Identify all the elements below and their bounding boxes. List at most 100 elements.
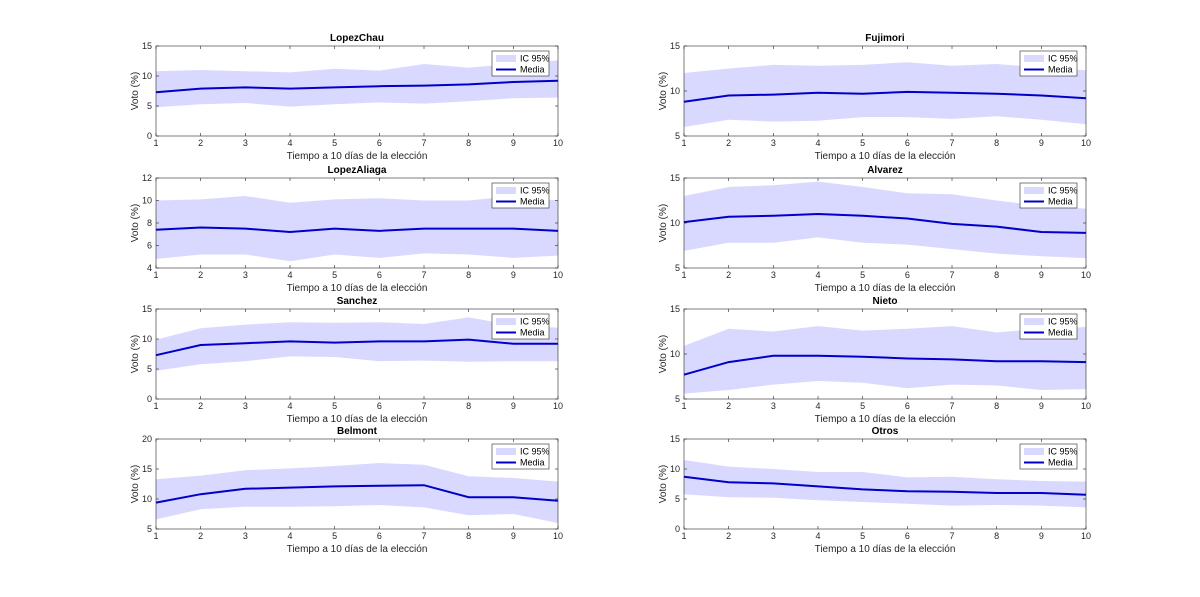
x-tick-label: 4 — [287, 138, 292, 148]
x-tick-label: 2 — [198, 138, 203, 148]
x-axis-label: Tiempo a 10 días de la elección — [815, 151, 956, 162]
x-tick-label: 9 — [1039, 270, 1044, 280]
x-tick-label: 8 — [466, 401, 471, 411]
x-tick-label: 8 — [994, 270, 999, 280]
ci-band — [156, 463, 558, 523]
mean-line — [683, 90, 1087, 103]
legend-line-label: Media — [1048, 65, 1073, 75]
chart-panel-alvarez: 1 2 3 4 5 6 7 8 9 10 5 10 15 Alvarez Tiempo a 10 días … — [658, 165, 1091, 294]
legend-line-label: Media — [1048, 197, 1073, 207]
x-tick-label: 1 — [153, 401, 158, 411]
legend-line-label: Media — [520, 197, 545, 207]
legend-band-label: IC 95% — [520, 54, 550, 64]
mean-line — [683, 475, 1087, 496]
chart-title: Belmont — [337, 426, 378, 437]
legend-band-label: IC 95% — [1048, 317, 1078, 327]
legend-band-swatch — [496, 448, 516, 455]
mean-line — [155, 484, 559, 504]
x-tick-label: 8 — [466, 138, 471, 148]
x-tick-label: 9 — [511, 138, 516, 148]
chart-title: Alvarez — [867, 165, 903, 176]
x-tick-label: 5 — [332, 401, 337, 411]
x-tick-label: 10 — [1081, 531, 1091, 541]
x-tick-label: 4 — [815, 531, 820, 541]
x-tick-label: 9 — [1039, 401, 1044, 411]
ci-band — [684, 326, 1086, 394]
chart-panel-otros: 1 2 3 4 5 6 7 8 9 10 0 5 10 15 Otros Tiempo a 10 días d… — [658, 426, 1091, 555]
legend: IC 95%Media — [491, 182, 550, 209]
legend-band-swatch — [1024, 55, 1044, 62]
chart-title: Sanchez — [337, 296, 378, 307]
legend-box — [491, 313, 550, 340]
x-tick-label: 10 — [553, 401, 563, 411]
legend-band-label: IC 95% — [520, 447, 550, 457]
mean-line — [155, 338, 558, 357]
x-tick-label: 3 — [771, 531, 776, 541]
ci-band — [156, 196, 558, 262]
legend-band-swatch — [496, 318, 516, 325]
x-tick-label: 10 — [1081, 270, 1091, 280]
x-tick-label: 10 — [553, 270, 563, 280]
mean-line — [683, 354, 1087, 376]
chart-title: Otros — [872, 426, 899, 437]
y-tick-label: 10 — [670, 349, 680, 359]
legend-line-label: Media — [520, 65, 545, 75]
legend-band-swatch — [1024, 187, 1044, 194]
legend-band-label: IC 95% — [1048, 447, 1078, 457]
x-tick-label: 9 — [1039, 138, 1044, 148]
x-tick-label: 6 — [905, 401, 910, 411]
mean-line — [155, 79, 559, 94]
x-tick-label: 5 — [332, 270, 337, 280]
legend-band-swatch — [496, 187, 516, 194]
x-tick-label: 10 — [553, 531, 563, 541]
y-tick-label: 12 — [142, 173, 152, 183]
chart-title: Fujimori — [865, 33, 905, 44]
x-tick-label: 6 — [905, 531, 910, 541]
legend: IC 95%Media — [491, 443, 550, 470]
x-tick-label: 5 — [860, 401, 865, 411]
x-tick-label: 8 — [466, 531, 471, 541]
y-tick-label: 4 — [147, 263, 152, 273]
x-tick-label: 7 — [949, 138, 954, 148]
legend: IC 95%Media — [1019, 182, 1078, 209]
x-tick-label: 8 — [466, 270, 471, 280]
x-tick-label: 4 — [815, 401, 820, 411]
legend-band-swatch — [496, 55, 516, 62]
x-tick-label: 7 — [421, 138, 426, 148]
legend-line-label: Media — [1048, 328, 1073, 338]
x-tick-label: 4 — [815, 138, 820, 148]
x-axis-label: Tiempo a 10 días de la elección — [287, 283, 428, 294]
legend-band-label: IC 95% — [520, 186, 550, 196]
x-tick-label: 5 — [332, 531, 337, 541]
y-tick-label: 15 — [670, 173, 680, 183]
y-axis-label: Voto (%) — [130, 465, 141, 503]
x-tick-label: 2 — [198, 401, 203, 411]
x-tick-label: 5 — [860, 270, 865, 280]
x-tick-label: 8 — [994, 531, 999, 541]
x-tick-label: 1 — [153, 138, 158, 148]
y-axis-label: Voto (%) — [130, 72, 141, 110]
legend-box — [491, 50, 550, 77]
x-tick-label: 7 — [949, 401, 954, 411]
y-tick-label: 10 — [142, 71, 152, 81]
y-tick-label: 10 — [142, 334, 152, 344]
legend: IC 95%Media — [491, 313, 550, 340]
mean-line — [683, 212, 1087, 234]
x-tick-label: 9 — [511, 270, 516, 280]
y-tick-label: 5 — [675, 131, 680, 141]
x-tick-label: 10 — [553, 138, 563, 148]
y-axis-label: Voto (%) — [658, 204, 669, 242]
x-tick-label: 7 — [949, 531, 954, 541]
x-tick-label: 2 — [198, 531, 203, 541]
y-tick-label: 5 — [147, 101, 152, 111]
y-axis-label: Voto (%) — [658, 335, 669, 373]
legend: IC 95%Media — [491, 50, 550, 77]
x-tick-label: 1 — [681, 401, 686, 411]
mean-line — [155, 226, 559, 234]
y-tick-label: 5 — [147, 524, 152, 534]
x-tick-label: 3 — [243, 138, 248, 148]
x-tick-label: 6 — [377, 401, 382, 411]
x-tick-label: 3 — [243, 531, 248, 541]
axes-box — [155, 308, 559, 400]
